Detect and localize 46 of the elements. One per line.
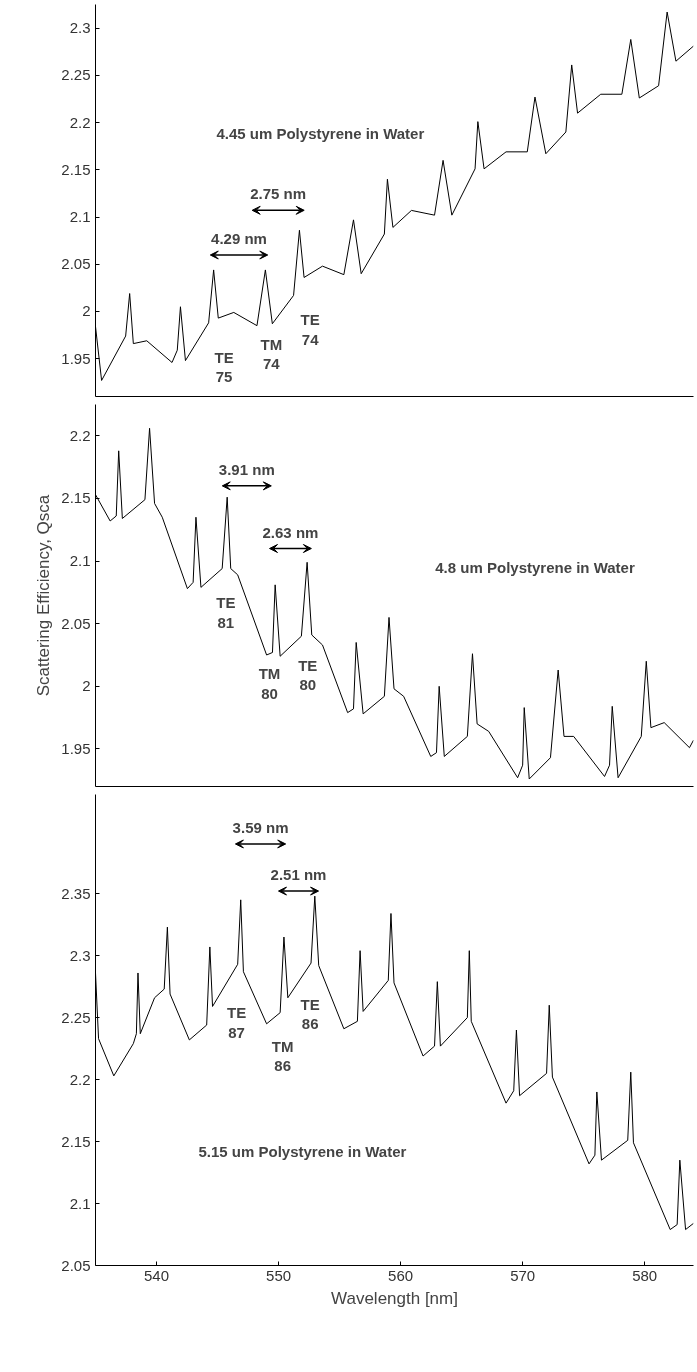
y-tick-label: 2: [82, 677, 91, 695]
y-tick-label: 2.2: [69, 113, 91, 131]
y-tick-label: 2.25: [61, 1008, 91, 1026]
y-tick-label: 2.2: [69, 1070, 91, 1088]
annotation: TE 75: [214, 348, 234, 386]
y-tick-label: 2.05: [61, 1256, 91, 1274]
x-tick-label: 580: [632, 1266, 658, 1284]
y-tick-label: 2.3: [69, 946, 91, 964]
annotation: 3.59 nm: [232, 818, 289, 836]
y-tick-label: 2.15: [61, 1132, 91, 1150]
annotation: 3.91 nm: [218, 460, 275, 478]
y-tick-label: 2.05: [61, 255, 91, 273]
y-axis-title: Scattering Efficiency, Qsca: [34, 494, 54, 697]
annotation: TE 80: [298, 656, 318, 694]
annotation: 5.15 um Polystyrene in Water: [198, 1143, 407, 1161]
annotation: TE 86: [300, 995, 320, 1033]
annotation: 2.51 nm: [270, 866, 327, 884]
annotation: 2.75 nm: [250, 185, 307, 203]
y-tick-label: 2.35: [61, 884, 91, 902]
annotation: 4.29 nm: [211, 229, 267, 247]
x-tick-label: 570: [510, 1266, 536, 1284]
y-tick-label: 2.15: [61, 489, 91, 507]
y-tick-label: 2.1: [69, 552, 91, 570]
annotation: 4.45 um Polystyrene in Water: [216, 125, 425, 143]
x-tick-label: 540: [144, 1266, 170, 1284]
y-tick-label: 2.1: [69, 208, 91, 226]
annotation: TE 87: [227, 1004, 247, 1041]
y-tick-label: 1.95: [61, 739, 91, 757]
y-tick-label: 1.95: [61, 349, 91, 367]
annotation: TM 80: [258, 665, 281, 703]
y-tick-label: 2.15: [61, 160, 91, 178]
y-tick-label: 2.05: [61, 614, 91, 632]
y-tick-label: 2.3: [69, 19, 91, 37]
y-tick-label: 2.1: [69, 1194, 91, 1212]
y-tick-label: 2.2: [69, 426, 91, 444]
annotation: 2.63 nm: [262, 523, 319, 541]
annotation: TE 74: [300, 311, 320, 348]
annotation: TM 74: [260, 335, 283, 373]
y-tick-label: 2: [82, 302, 91, 320]
y-tick-label: 2.25: [61, 66, 91, 84]
x-axis-title: Wavelength [nm]: [331, 1288, 458, 1308]
annotation: 4.8 um Polystyrene in Water: [435, 558, 635, 576]
annotation: TM 86: [271, 1037, 294, 1075]
x-tick-label: 550: [266, 1266, 292, 1284]
x-tick-label: 560: [388, 1266, 414, 1284]
annotation: TE 81: [216, 594, 236, 631]
